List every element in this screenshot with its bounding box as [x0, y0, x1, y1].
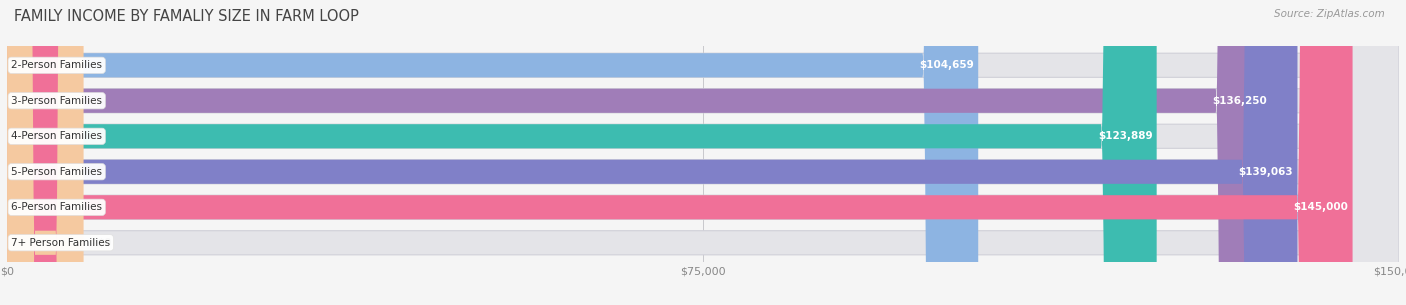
FancyBboxPatch shape [7, 0, 1157, 305]
Text: 3-Person Families: 3-Person Families [11, 96, 103, 106]
Text: 5-Person Families: 5-Person Families [11, 167, 103, 177]
FancyBboxPatch shape [7, 0, 979, 305]
Text: $123,889: $123,889 [1098, 131, 1153, 141]
FancyBboxPatch shape [7, 0, 1399, 305]
Text: 4-Person Families: 4-Person Families [11, 131, 103, 141]
Text: Source: ZipAtlas.com: Source: ZipAtlas.com [1274, 9, 1385, 19]
Text: FAMILY INCOME BY FAMALIY SIZE IN FARM LOOP: FAMILY INCOME BY FAMALIY SIZE IN FARM LO… [14, 9, 359, 24]
FancyBboxPatch shape [7, 0, 1399, 305]
Text: 6-Person Families: 6-Person Families [11, 202, 103, 212]
FancyBboxPatch shape [7, 0, 1399, 305]
Text: $136,250: $136,250 [1212, 96, 1267, 106]
FancyBboxPatch shape [7, 0, 1271, 305]
FancyBboxPatch shape [7, 0, 1298, 305]
Text: 7+ Person Families: 7+ Person Families [11, 238, 110, 248]
FancyBboxPatch shape [7, 0, 1353, 305]
Text: $145,000: $145,000 [1294, 202, 1348, 212]
FancyBboxPatch shape [7, 0, 1399, 305]
FancyBboxPatch shape [7, 0, 1399, 305]
Text: $139,063: $139,063 [1239, 167, 1294, 177]
Text: $104,659: $104,659 [920, 60, 974, 70]
FancyBboxPatch shape [7, 0, 83, 305]
Text: $0: $0 [97, 238, 112, 248]
FancyBboxPatch shape [7, 0, 1399, 305]
Text: 2-Person Families: 2-Person Families [11, 60, 103, 70]
